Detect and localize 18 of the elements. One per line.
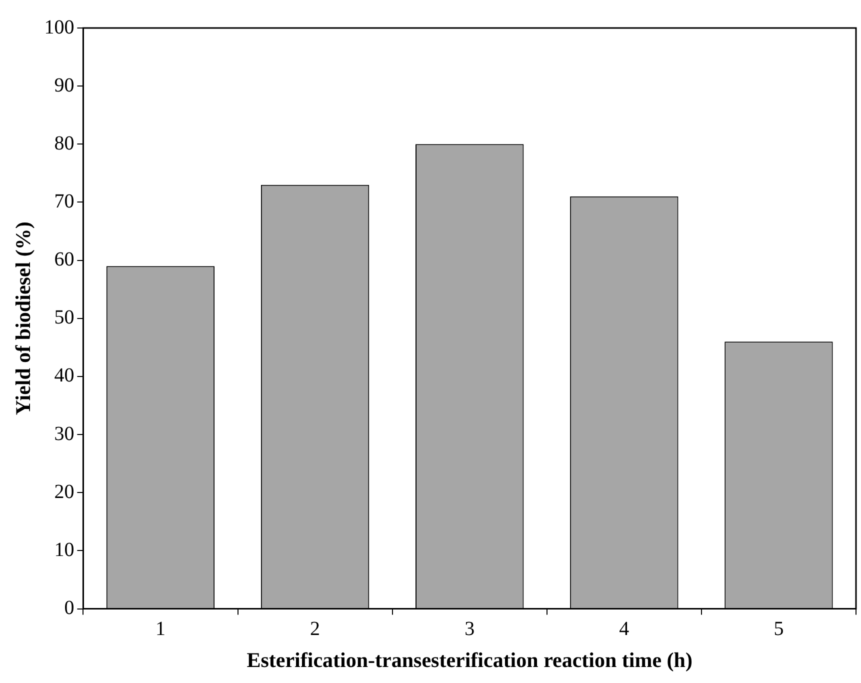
y-tick-label: 90 (54, 74, 74, 96)
x-tick-label: 2 (310, 618, 320, 640)
y-tick-label: 20 (54, 480, 74, 503)
y-tick-label: 80 (54, 132, 74, 154)
y-tick-label: 40 (54, 364, 74, 387)
y-tick-label: 10 (54, 538, 74, 561)
y-axis-title: Yield of biodiesel (%) (11, 222, 36, 416)
y-tick-label: 30 (54, 422, 74, 445)
x-tick-label: 5 (774, 618, 784, 640)
x-tick-label: 3 (464, 618, 475, 640)
x-tick-label: 4 (619, 618, 630, 640)
y-tick-label: 60 (54, 248, 74, 271)
x-tick-label: 1 (155, 618, 166, 640)
x-axis-title: Esterification-transesterification reaction time (h) (246, 648, 692, 672)
y-tick-label: 70 (54, 190, 74, 212)
y-tick-label: 0 (64, 597, 74, 620)
y-tick-label: 100 (44, 16, 74, 38)
y-tick-label: 50 (54, 306, 74, 329)
